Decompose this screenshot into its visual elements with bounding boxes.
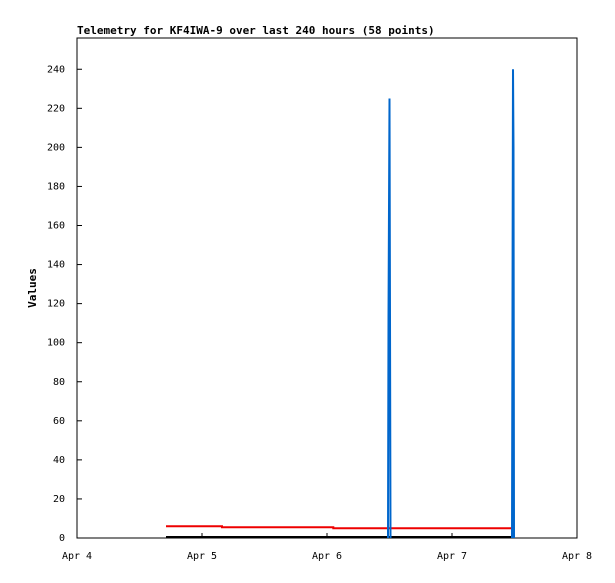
y-tick-label: 0 [59, 533, 65, 544]
y-tick-label: 240 [47, 64, 65, 75]
y-tick-label: 180 [47, 181, 65, 192]
y-tick-label: 160 [47, 221, 65, 232]
x-tick-label: Apr 5 [187, 551, 217, 562]
x-tick-label: Apr 7 [437, 551, 467, 562]
y-tick-label: 80 [53, 377, 65, 388]
y-tick-label: 40 [53, 455, 65, 466]
data-line [387, 69, 515, 539]
y-tick-label: 220 [47, 103, 65, 114]
y-tick-label: 140 [47, 260, 65, 271]
y-tick-label: 20 [53, 494, 65, 505]
y-tick-label: 120 [47, 299, 65, 310]
y-axis-label: Values [26, 268, 39, 308]
y-tick-label: 100 [47, 338, 65, 349]
data-line [166, 525, 512, 530]
x-tick-label: Apr 6 [312, 551, 342, 562]
x-tick-label: Apr 8 [562, 551, 592, 562]
x-tick-label: Apr 4 [62, 551, 92, 562]
plot-frame [76, 37, 578, 539]
chart-title: Telemetry for KF4IWA-9 over last 240 hou… [77, 24, 435, 37]
y-tick-label: 60 [53, 416, 65, 427]
y-tick-label: 200 [47, 142, 65, 153]
